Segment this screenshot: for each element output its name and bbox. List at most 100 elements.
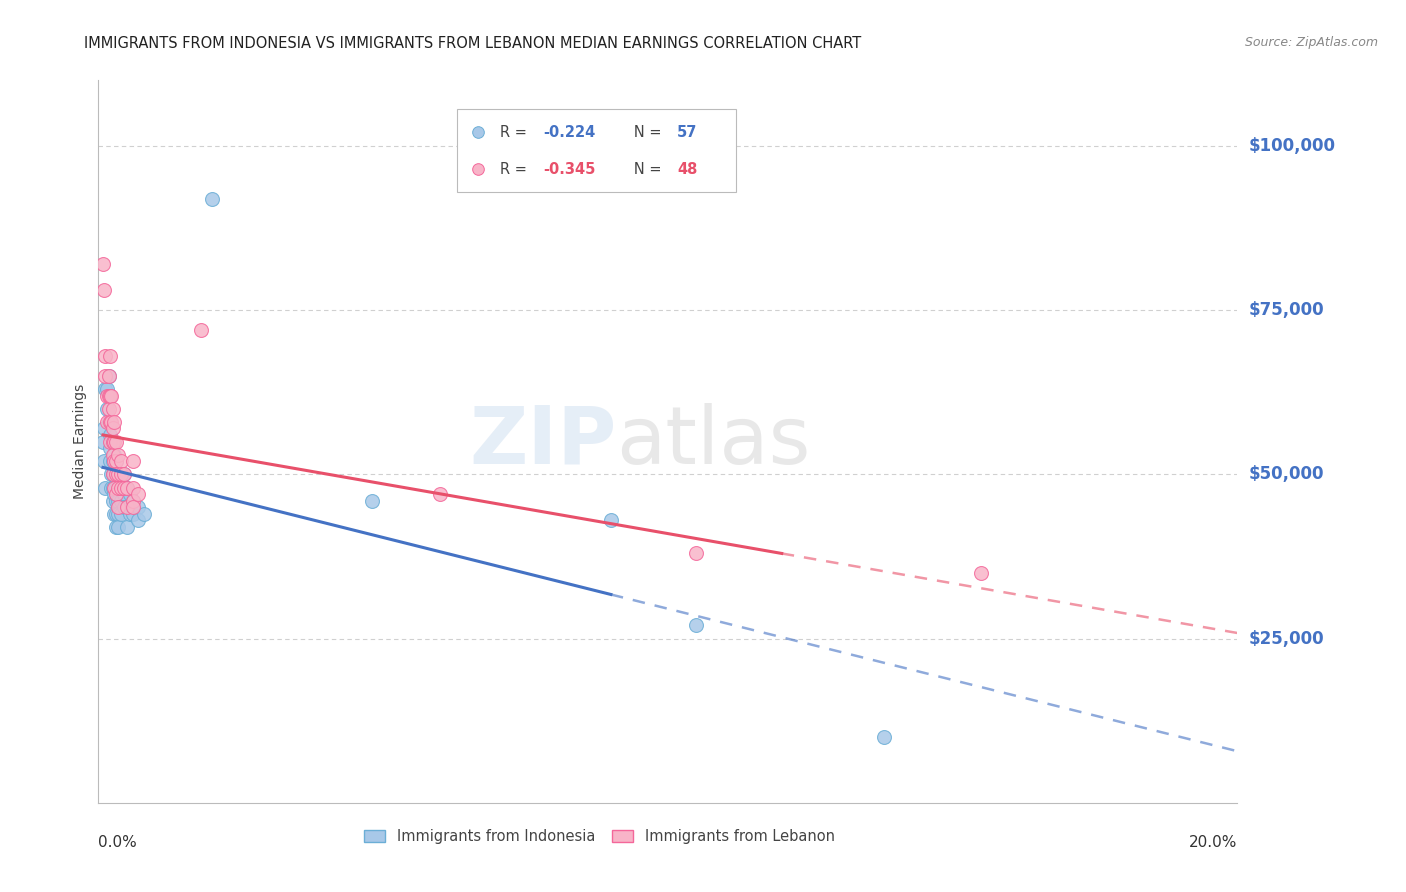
Point [107, 481, 129, 495]
Point [127, 487, 149, 501]
Point [115, 500, 138, 515]
Point [100, 388, 122, 402]
Point [107, 500, 129, 515]
Point [97, 415, 120, 429]
Point [103, 415, 125, 429]
Point [101, 421, 124, 435]
Point [127, 500, 149, 515]
Text: -0.224: -0.224 [544, 125, 596, 140]
Legend: Immigrants from Indonesia, Immigrants from Lebanon: Immigrants from Indonesia, Immigrants fr… [359, 823, 841, 850]
Point [94, 349, 117, 363]
Text: N =: N = [620, 161, 666, 177]
Point [110, 454, 132, 468]
Point [101, 467, 124, 482]
Point [118, 487, 141, 501]
Point [101, 434, 124, 449]
Point [104, 467, 127, 482]
Text: atlas: atlas [617, 402, 811, 481]
Point [101, 401, 124, 416]
Point [107, 520, 129, 534]
Point [112, 487, 135, 501]
Point [100, 481, 122, 495]
Point [97, 401, 120, 416]
Point [96, 415, 118, 429]
Point [103, 487, 125, 501]
Text: 0.0%: 0.0% [98, 835, 138, 850]
Point [110, 467, 132, 482]
Point [112, 500, 135, 515]
Point [112, 467, 135, 482]
Point [98, 349, 121, 363]
Point [110, 481, 132, 495]
Point [121, 493, 143, 508]
Point [107, 467, 129, 482]
Point [429, 487, 451, 501]
Point [103, 448, 125, 462]
Point [98, 428, 121, 442]
Point [121, 454, 143, 468]
Text: R =: R = [501, 161, 531, 177]
Point [96, 401, 118, 416]
Text: N =: N = [620, 125, 666, 140]
Point [98, 441, 121, 455]
Text: $25,000: $25,000 [1249, 630, 1324, 648]
Text: -0.345: -0.345 [544, 161, 596, 177]
Point [104, 487, 127, 501]
Point [115, 481, 138, 495]
Point [101, 454, 124, 468]
Point [98, 415, 121, 429]
Point [110, 467, 132, 482]
Text: R =: R = [501, 125, 531, 140]
Point [98, 434, 121, 449]
Point [93, 284, 115, 298]
Point [190, 323, 212, 337]
Point [685, 546, 707, 560]
Point [104, 507, 127, 521]
Point [94, 382, 117, 396]
Text: $100,000: $100,000 [1249, 137, 1336, 155]
Point [93, 454, 115, 468]
Point [100, 415, 122, 429]
Point [97, 388, 120, 402]
Point [104, 520, 127, 534]
Point [110, 493, 132, 508]
Point [121, 500, 143, 515]
Point [110, 507, 132, 521]
Text: 20.0%: 20.0% [1189, 835, 1237, 850]
Point [91, 434, 114, 449]
Point [107, 507, 129, 521]
FancyBboxPatch shape [457, 109, 737, 193]
Point [101, 467, 124, 482]
Point [121, 507, 143, 521]
Point [110, 481, 132, 495]
Point [600, 513, 623, 527]
Point [112, 481, 135, 495]
Point [96, 382, 118, 396]
Point [115, 520, 138, 534]
Point [91, 257, 114, 271]
Point [360, 493, 382, 508]
Point [98, 388, 121, 402]
Point [115, 500, 138, 515]
Point [97, 368, 120, 383]
Point [121, 493, 143, 508]
Point [112, 467, 135, 482]
Point [107, 448, 129, 462]
Point [101, 481, 124, 495]
Text: 48: 48 [676, 161, 697, 177]
Point [103, 467, 125, 482]
Point [93, 421, 115, 435]
Point [201, 192, 224, 206]
Text: IMMIGRANTS FROM INDONESIA VS IMMIGRANTS FROM LEBANON MEDIAN EARNINGS CORRELATION: IMMIGRANTS FROM INDONESIA VS IMMIGRANTS … [84, 36, 862, 51]
Point [103, 454, 125, 468]
Y-axis label: Median Earnings: Median Earnings [73, 384, 87, 500]
Text: Source: ZipAtlas.com: Source: ZipAtlas.com [1244, 36, 1378, 49]
Point [873, 730, 896, 744]
Point [115, 481, 138, 495]
Point [94, 481, 117, 495]
Point [101, 493, 124, 508]
Point [107, 467, 129, 482]
Point [104, 454, 127, 468]
Point [101, 434, 124, 449]
Point [118, 507, 141, 521]
